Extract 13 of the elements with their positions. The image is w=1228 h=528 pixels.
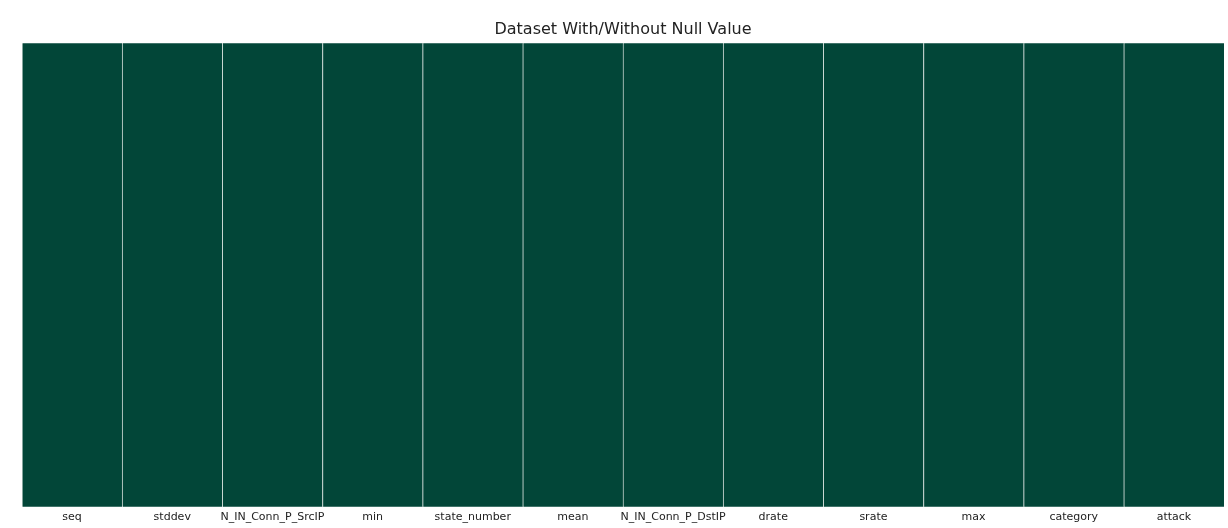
- chart-title: Dataset With/Without Null Value: [494, 18, 752, 38]
- x-tick-label: N_IN_Conn_P_SrcIP: [220, 510, 325, 524]
- x-tick-label: drate: [758, 510, 789, 524]
- x-tick-label: max: [961, 510, 987, 524]
- x-tick-label: attack: [1156, 510, 1192, 524]
- x-tick-label: stddev: [153, 510, 192, 524]
- x-tick-label: mean: [557, 510, 589, 524]
- x-tick-label: min: [362, 510, 383, 524]
- x-tick-label: category: [1049, 510, 1099, 524]
- x-tick-label: N_IN_Conn_P_DstIP: [620, 510, 726, 524]
- x-tick-label: state_number: [434, 510, 512, 524]
- x-tick-label: srate: [859, 510, 888, 524]
- x-tick-label: seq: [62, 510, 82, 524]
